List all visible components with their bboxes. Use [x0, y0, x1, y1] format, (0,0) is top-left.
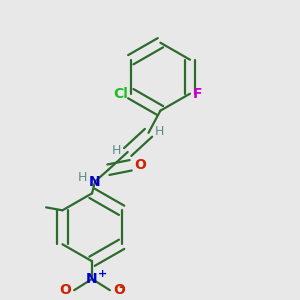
Text: H: H: [155, 125, 164, 138]
Text: F: F: [193, 87, 202, 101]
Text: H: H: [78, 172, 88, 184]
Text: N: N: [86, 272, 98, 286]
Text: +: +: [98, 269, 107, 279]
Text: Cl: Cl: [113, 87, 128, 101]
Text: N: N: [89, 175, 101, 188]
Text: H: H: [112, 144, 121, 157]
Text: O: O: [113, 283, 125, 297]
Text: O: O: [134, 158, 146, 172]
Text: -: -: [118, 280, 124, 294]
Text: O: O: [59, 283, 71, 297]
